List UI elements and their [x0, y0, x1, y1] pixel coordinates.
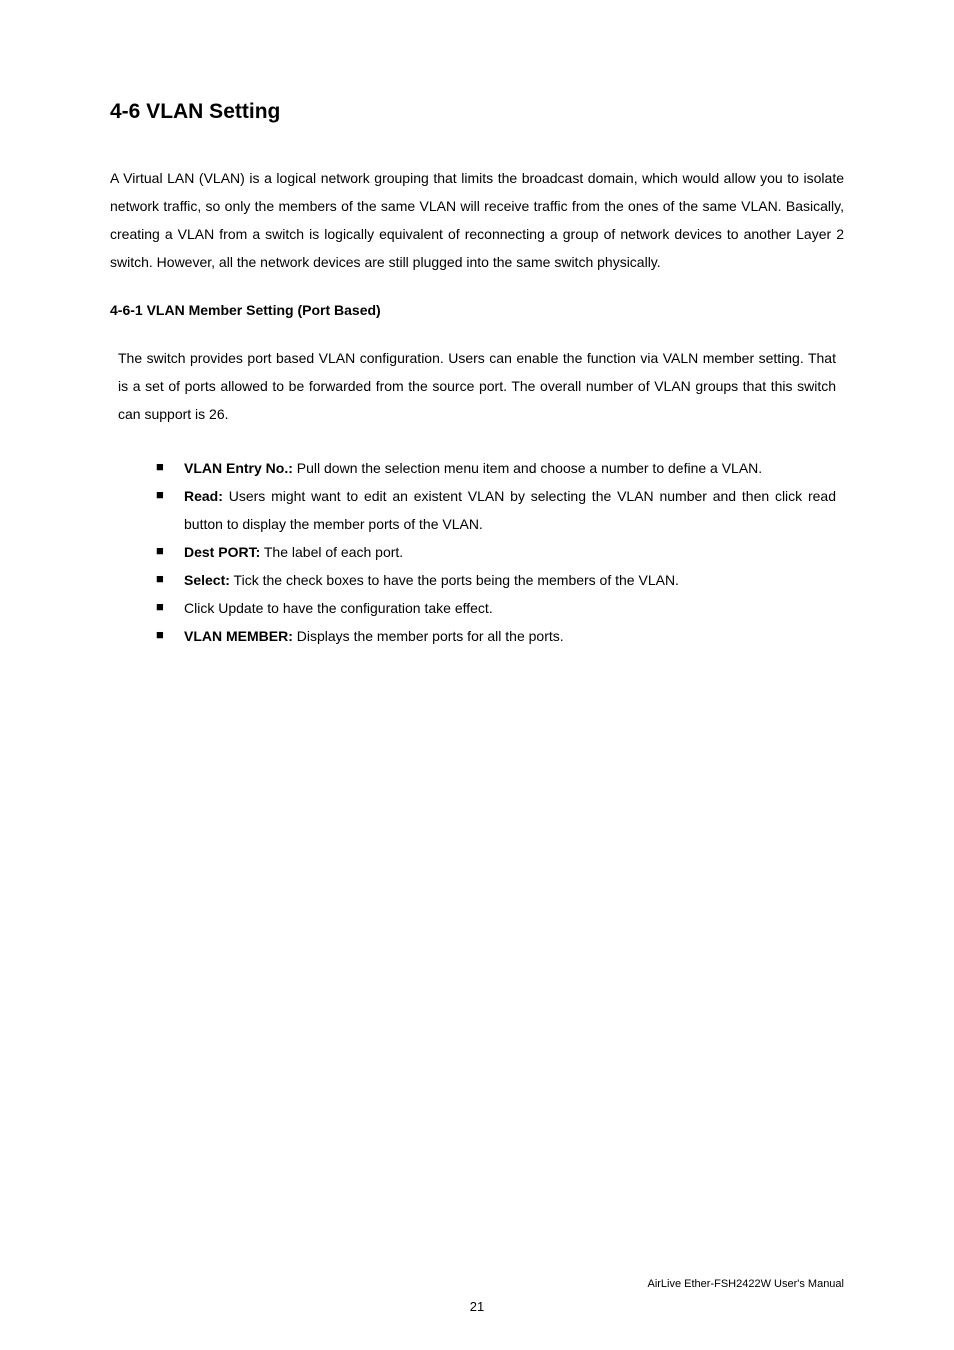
list-item: Read: Users might want to edit an existe… — [156, 482, 836, 538]
bullet-text: Click Update to have the configuration t… — [184, 600, 493, 616]
bullet-term: Select: — [184, 572, 230, 588]
bullet-text: Users might want to edit an existent VLA… — [184, 488, 836, 532]
intro-paragraph: A Virtual LAN (VLAN) is a logical networ… — [110, 164, 844, 276]
bullet-term: Dest PORT: — [184, 544, 260, 560]
list-item: VLAN Entry No.: Pull down the selection … — [156, 454, 836, 482]
description-paragraph: The switch provides port based VLAN conf… — [118, 344, 836, 428]
list-item: Dest PORT: The label of each port. — [156, 538, 836, 566]
list-item: Click Update to have the configuration t… — [156, 594, 836, 622]
page-container: 4-6 VLAN Setting A Virtual LAN (VLAN) is… — [0, 0, 954, 1350]
bullet-term: Read: — [184, 488, 223, 504]
list-item: Select: Tick the check boxes to have the… — [156, 566, 836, 594]
bullet-text: Tick the check boxes to have the ports b… — [230, 572, 679, 588]
bullet-text: The label of each port. — [260, 544, 403, 560]
bullet-text: Displays the member ports for all the po… — [293, 628, 564, 644]
page-number: 21 — [0, 1299, 954, 1314]
footer-product-name: AirLive Ether-FSH2422W User's Manual — [647, 1278, 844, 1290]
subsection-heading: 4-6-1 VLAN Member Setting (Port Based) — [110, 302, 844, 318]
bullet-text: Pull down the selection menu item and ch… — [293, 460, 762, 476]
indented-content: The switch provides port based VLAN conf… — [110, 344, 844, 650]
section-heading: 4-6 VLAN Setting — [110, 100, 844, 124]
bullet-term: VLAN MEMBER: — [184, 628, 293, 644]
list-item: VLAN MEMBER: Displays the member ports f… — [156, 622, 836, 650]
bullet-term: VLAN Entry No.: — [184, 460, 293, 476]
feature-bullet-list: VLAN Entry No.: Pull down the selection … — [118, 454, 836, 650]
